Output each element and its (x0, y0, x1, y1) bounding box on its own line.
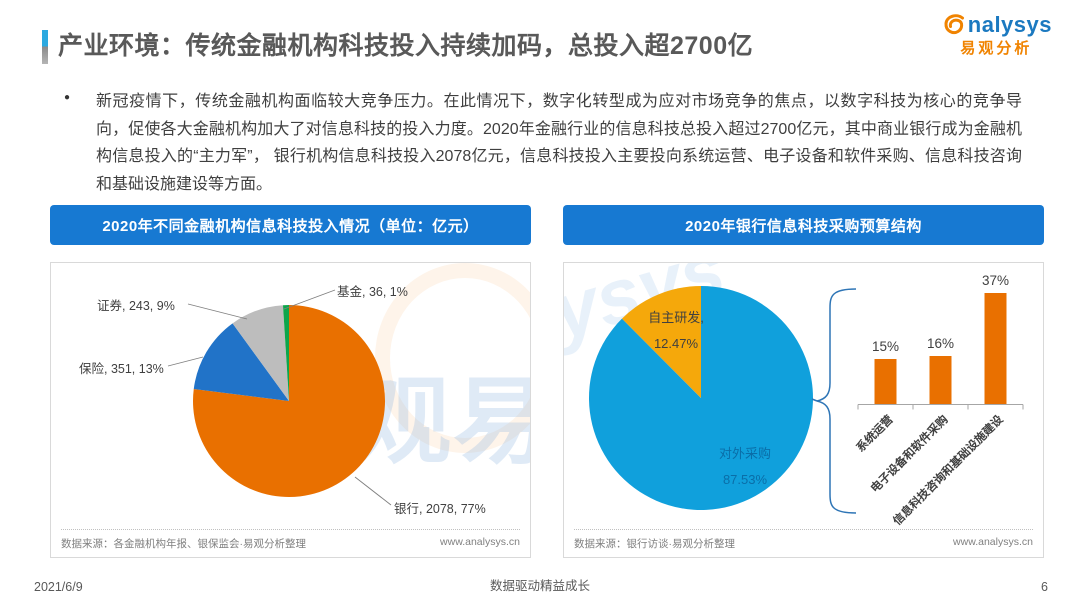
footer-date: 2021/6/9 (34, 580, 83, 594)
label-line: 87.53% (722, 472, 768, 487)
left-source-text: 数据来源：各金融机构年报、银保监会·易观分析整理 (61, 538, 306, 550)
label-line: 自主研发, (648, 310, 704, 325)
pie-slice-自主研发 (621, 286, 701, 398)
bar-category-label: 信息科技咨询和基础设施建设 (890, 412, 1006, 528)
bar-信息科技咨询和基础设施建设 (984, 293, 1007, 404)
pie-slice-保险 (193, 323, 289, 401)
left-chart-title: 2020年不同金融机构信息科技投入情况（单位：亿元） (50, 205, 531, 245)
right-chart-title: 2020年银行信息科技采购预算结构 (563, 205, 1044, 245)
right-source-row: 数据来源：银行访谈·易观分析整理 www.analysys.cn (574, 529, 1033, 551)
institutions-pie-chart (167, 289, 392, 506)
footer-slogan: 数据驱动精益成长 (489, 579, 590, 593)
pie-slice-基金 (282, 305, 289, 401)
left-chart-panel: 2020年不同金融机构信息科技投入情况（单位：亿元） 易观 基金, 36, 1%… (50, 205, 531, 558)
footer-page-number: 6 (1041, 580, 1048, 594)
pie-leader-lines (167, 289, 392, 506)
right-source-text: 数据来源：银行访谈·易观分析整理 (574, 538, 735, 550)
bar-电子设备和软件采购 (929, 356, 952, 404)
pie-label-insurance: 保险, 351, 13% (79, 362, 164, 376)
bar-category-label: 系统运营 (853, 412, 896, 455)
pie-label-self-rd: 自主研发, 12.47% (626, 305, 726, 357)
bar-系统运营 (874, 359, 897, 404)
left-chart-area: 易观 基金, 36, 1% 证券, 243, 9% 保险, 351, 13% 银… (50, 262, 531, 558)
pie-label-bank: 银行, 2078, 77% (394, 502, 486, 516)
label-line: 对外采购 (718, 446, 771, 461)
bullet-icon: ● (64, 92, 71, 103)
analysys-a-icon (944, 14, 964, 35)
bar-axis (857, 404, 1024, 410)
left-website-text: www.analysys.cn (440, 536, 520, 548)
brace-connector (811, 288, 857, 514)
right-chart-panel: 2020年银行信息科技采购预算结构 ysys 15%系统运营16%电子设备和软件… (563, 205, 1044, 558)
summary-paragraph: 新冠疫情下，传统金融机构面临较大竞争压力。在此情况下，数字化转型成为应对市场竞争… (96, 93, 1022, 193)
pie-slice-对外采购 (588, 286, 813, 510)
analysys-logo: nalysys 易观分析 (941, 12, 1052, 56)
pie-label-securities: 证券, 243, 9% (97, 299, 175, 313)
bar-value-label: 37% (982, 273, 1009, 288)
logo-brand-text: nalysys (967, 12, 1052, 37)
bar-value-label: 16% (927, 336, 954, 351)
pie-label-fund: 基金, 36, 1% (337, 285, 408, 299)
bar-value-label: 15% (872, 339, 899, 354)
right-website-text: www.analysys.cn (953, 536, 1033, 548)
page-title: 产业环境：传统金融机构科技投入持续加码，总投入超2700亿 (58, 32, 754, 60)
pie-label-external: 对外采购 87.53% (690, 441, 800, 493)
pie-slice-银行 (193, 305, 386, 497)
logo-brand-row: nalysys (941, 12, 1052, 38)
logo-brand-cn: 易观分析 (960, 40, 1033, 57)
label-line: 12.47% (653, 336, 699, 351)
left-source-row: 数据来源：各金融机构年报、银保监会·易观分析整理 www.analysys.cn (61, 529, 520, 551)
title-accent-bar (42, 30, 48, 64)
pie-slice-证券 (232, 305, 289, 401)
